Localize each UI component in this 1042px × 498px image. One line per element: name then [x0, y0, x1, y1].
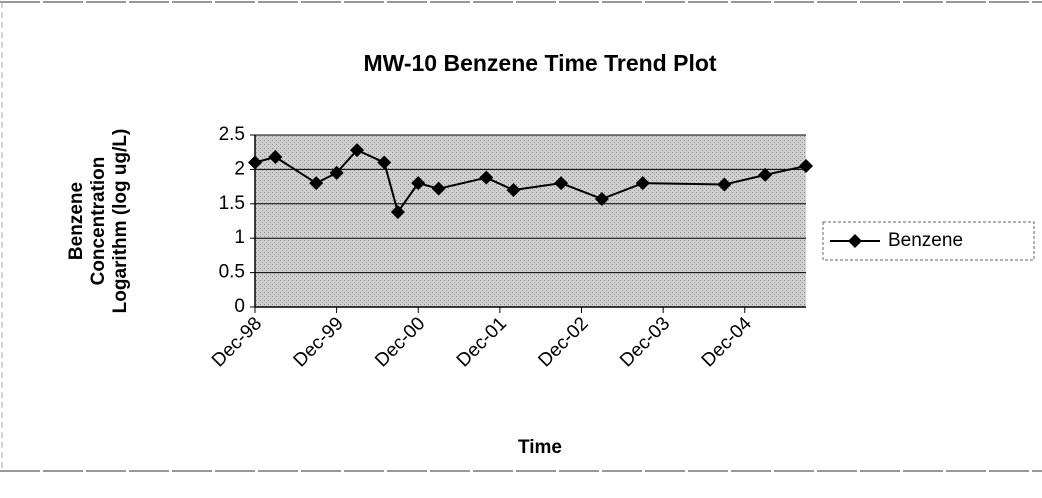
- data-point: [390, 205, 405, 220]
- x-tick-label: Dec-01: [453, 313, 511, 371]
- data-point: [635, 176, 650, 191]
- y-axis-label-line: Concentration: [88, 157, 109, 286]
- data-point: [350, 143, 365, 158]
- x-tick-label: Dec-03: [616, 313, 674, 371]
- y-tick-label: 2.5: [219, 124, 245, 145]
- y-tick-label: 0.5: [219, 262, 245, 283]
- data-point: [268, 150, 283, 165]
- y-tick-label: 0: [234, 296, 245, 317]
- data-point: [594, 191, 609, 206]
- legend-label: Benzene: [888, 230, 963, 251]
- x-tick-label: Dec-02: [534, 313, 592, 371]
- x-tick-label: Dec-99: [290, 313, 348, 371]
- y-axis-label-line: Logarithm (log ug/L): [110, 129, 131, 314]
- data-point: [411, 176, 426, 191]
- data-point: [248, 155, 262, 170]
- x-axis-label: Time: [518, 437, 562, 458]
- data-point: [758, 167, 773, 182]
- data-point: [554, 176, 569, 191]
- y-axis-label: Benzene Concentration Logarithm (log ug/…: [66, 129, 131, 314]
- x-tick-label: Dec-98: [208, 313, 266, 371]
- chart-title: MW-10 Benzene Time Trend Plot: [363, 50, 716, 76]
- x-tick-label: Dec-00: [371, 313, 429, 371]
- legend-marker: [848, 234, 862, 248]
- data-point: [431, 181, 446, 196]
- x-tick-label: Dec-04: [698, 313, 756, 371]
- data-point: [377, 155, 392, 170]
- y-tick-label: 1: [234, 227, 245, 248]
- y-axis-label-line: Benzene: [66, 182, 87, 260]
- data-point: [799, 158, 813, 173]
- data-point: [309, 176, 324, 191]
- data-point: [717, 177, 732, 192]
- plot-area: [255, 135, 806, 307]
- y-tick-label: 1.5: [219, 193, 245, 214]
- y-tick-label: 2: [234, 158, 245, 179]
- data-point: [479, 170, 494, 185]
- data-point: [506, 183, 521, 198]
- data-point: [329, 165, 344, 180]
